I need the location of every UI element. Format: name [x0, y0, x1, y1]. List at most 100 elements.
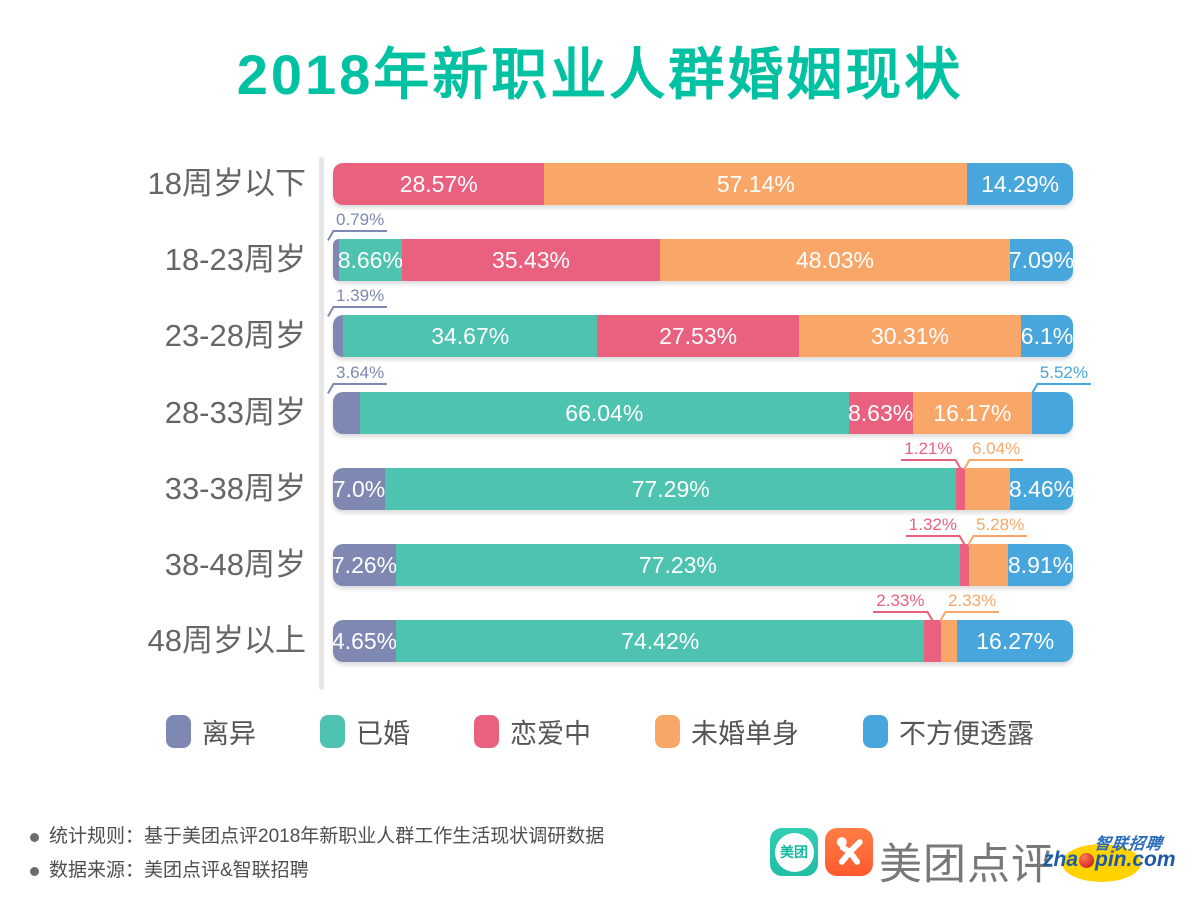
legend-label: 离异 — [202, 719, 256, 749]
segment-value-label: 8.46% — [1008, 475, 1075, 502]
segment-callout-label: 6.04% — [963, 439, 1024, 470]
segment-value-label: 7.26% — [331, 551, 398, 578]
age-group-label: 18周岁以下 — [147, 166, 306, 201]
dianping-mascot-icon — [836, 837, 863, 865]
bar-segment: 16.17% — [912, 392, 1033, 434]
bar-segment: 77.29% — [385, 468, 957, 510]
zhaopin-wordmark-right: pin.com — [1095, 848, 1176, 871]
legend-swatch-icon — [166, 715, 191, 748]
chart-title: 2018年新职业人群婚姻现状 — [236, 43, 964, 106]
segment-value-label: 77.23% — [638, 551, 717, 578]
bar-segment: 34.67% — [343, 315, 598, 357]
footer-line-rules: 统计规则：基于美团点评2018年新职业人群工作生活现状调研数据 — [30, 820, 604, 854]
footer-source-text: 数据来源：美团点评&智联招聘 — [49, 860, 309, 881]
segment-value-label: 66.04% — [565, 399, 644, 426]
segment-value-label: 48.03% — [796, 246, 875, 273]
legend-label: 恋爱中 — [510, 719, 591, 749]
bar-segment: 74.42% — [396, 620, 925, 662]
legend-swatch-icon — [655, 715, 680, 748]
bar-segment: 7.09% — [1009, 239, 1074, 281]
age-group-label: 23-28周岁 — [164, 318, 306, 353]
stacked-bar: 28.57% 57.14% 14.29% — [333, 163, 1074, 205]
segment-value-label: 8.63% — [847, 399, 914, 426]
stacked-bar: 4.65% 74.42% 16.27% — [331, 620, 1073, 662]
stacked-bar: 8.66% 35.43% 48.03% 7.09% — [333, 239, 1074, 281]
chart-row: 4.65% 74.42% 16.27% 2.33% 2.33% — [331, 591, 1073, 662]
stacked-bar: 34.67% 27.53% 30.31% 6.1% — [333, 315, 1073, 357]
bar-segment: 8.63% — [847, 392, 914, 434]
bar-segment: 27.53% — [597, 315, 799, 357]
zhaopin-logo: 智联招聘 zha pin.com — [1043, 830, 1193, 888]
legend-label: 已婚 — [356, 719, 410, 749]
y-axis-line — [319, 157, 324, 690]
age-group-label: 18-23周岁 — [164, 242, 306, 277]
legend-swatch-icon — [320, 715, 345, 748]
segment-value-label: 16.17% — [933, 399, 1012, 426]
bar-segment: 16.27% — [957, 620, 1073, 662]
segment-value-label: 27.53% — [659, 322, 738, 349]
bar-segment — [965, 468, 1011, 510]
legend-item: 不方便透露 — [863, 712, 1034, 751]
bar-segment: 30.31% — [798, 315, 1021, 357]
chart-row: 66.04% 8.63% 16.17% 3.64% 5.52% — [327, 363, 1091, 434]
segment-value-label: 28.57% — [399, 170, 478, 197]
chart-legend: 离异 已婚 恋爱中 未婚单身 不方便透露 — [166, 712, 1034, 751]
zhaopin-dot-icon — [1079, 852, 1095, 868]
bar-segment — [956, 468, 966, 510]
bar-segment: 14.29% — [967, 163, 1074, 205]
segment-value-label: 74.42% — [621, 627, 700, 654]
bullet-icon — [30, 866, 39, 876]
callout-connector-icon — [327, 382, 335, 394]
legend-label: 不方便透露 — [899, 719, 1034, 749]
bar-segment — [969, 544, 1008, 586]
bar-segment — [333, 392, 360, 434]
segment-value-label: 30.31% — [870, 322, 949, 349]
age-group-label: 28-33周岁 — [164, 395, 306, 430]
bar-segment: 8.66% — [337, 239, 403, 281]
bar-segment: 28.57% — [333, 163, 545, 205]
bar-segment: 4.65% — [331, 620, 398, 662]
callout-connector-icon — [327, 305, 335, 317]
meituan-dianping-wordmark: 美团点评 — [879, 841, 1055, 889]
legend-swatch-icon — [863, 715, 888, 748]
age-group-label: 48周岁以上 — [147, 623, 306, 658]
bar-segment: 8.91% — [1008, 544, 1073, 586]
segment-value-label: 8.66% — [337, 246, 403, 273]
legend-item: 恋爱中 — [474, 712, 591, 751]
stacked-bar: 66.04% 8.63% 16.17% — [333, 392, 1073, 434]
bar-segment: 8.46% — [1008, 468, 1075, 510]
chart-row: 28.57% 57.14% 14.29% — [333, 163, 1074, 205]
segment-callout-label: 1.39% — [327, 286, 388, 317]
meituan-logo-text: 美团 — [774, 832, 814, 872]
stacked-bar: 7.0% 77.29% 8.46% — [333, 468, 1075, 510]
segment-callout-label: 1.32% — [905, 515, 966, 546]
age-group-label: 33-38周岁 — [164, 471, 306, 506]
legend-swatch-icon — [474, 715, 499, 748]
segment-value-label: 57.14% — [716, 170, 795, 197]
segment-value-label: 4.65% — [331, 627, 398, 654]
footer-notes: 统计规则：基于美团点评2018年新职业人群工作生活现状调研数据 数据来源：美团点… — [30, 820, 604, 888]
bar-segment: 57.14% — [544, 163, 968, 205]
legend-label: 未婚单身 — [691, 719, 799, 749]
bar-segment: 6.1% — [1021, 315, 1073, 357]
segment-value-label: 77.29% — [631, 475, 710, 502]
chart-row: 7.0% 77.29% 8.46% 1.21% 6.04% — [333, 439, 1075, 510]
segment-value-label: 34.67% — [431, 322, 510, 349]
bar-segment: 48.03% — [660, 239, 1010, 281]
chart-row: 7.26% 77.23% 8.91% 1.32% 5.28% — [331, 515, 1073, 586]
stacked-bar: 7.26% 77.23% 8.91% — [331, 544, 1073, 586]
bar-segment — [333, 239, 339, 281]
bar-segment: 7.0% — [333, 468, 385, 510]
legend-item: 未婚单身 — [655, 712, 799, 751]
footer-line-source: 数据来源：美团点评&智联招聘 — [30, 854, 604, 888]
meituan-logo-icon: 美团 — [770, 828, 818, 876]
bar-segment — [1032, 392, 1073, 434]
segment-value-label: 7.0% — [332, 475, 386, 502]
segment-value-label: 8.91% — [1007, 551, 1074, 578]
age-group-label: 38-48周岁 — [164, 547, 306, 582]
segment-callout-label: 2.33% — [873, 591, 934, 622]
dianping-logo-icon — [825, 828, 873, 876]
legend-item: 离异 — [166, 712, 256, 751]
bar-segment: 66.04% — [359, 392, 849, 434]
